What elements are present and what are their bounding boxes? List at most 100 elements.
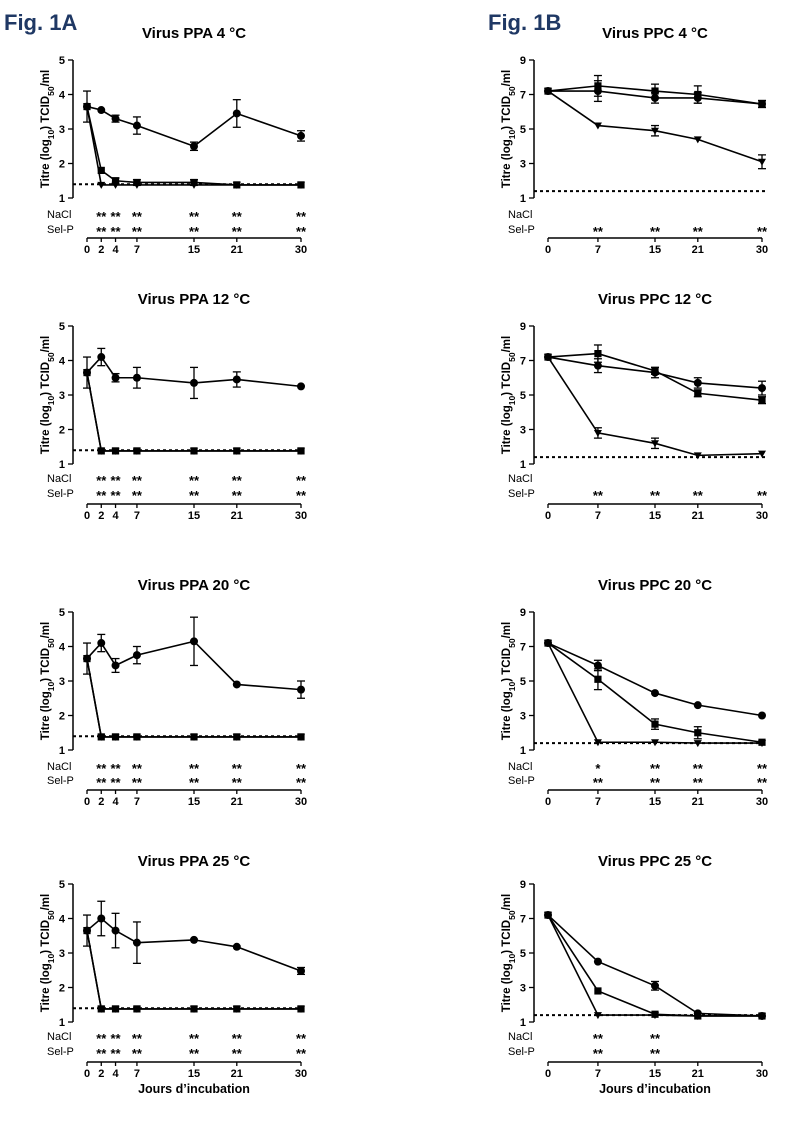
data-point-square	[233, 447, 241, 455]
significance-mark: **	[110, 775, 121, 790]
x-tick-label: 7	[595, 510, 601, 522]
data-point-circle	[297, 382, 305, 391]
x-tick-label: 30	[756, 796, 768, 808]
x-axis-label: Jours d’incubation	[138, 1082, 250, 1096]
data-point-circle	[651, 368, 659, 377]
y-axis-label: Titre (log10) TCID50/ml	[40, 70, 56, 188]
x-tick-label: 30	[295, 244, 307, 256]
y-axis-label-part: 10	[46, 129, 56, 139]
x-tick-label: 7	[134, 510, 140, 522]
series-line	[86, 658, 301, 738]
y-tick-label: 7	[520, 356, 526, 368]
data-point-square	[694, 389, 702, 397]
row-label-selp: Sel-P	[47, 775, 74, 787]
data-point-square	[297, 447, 305, 455]
data-point-circle	[297, 131, 305, 140]
y-axis-label-part: /ml	[40, 70, 52, 87]
y-tick-label: 3	[59, 124, 65, 136]
y-tick-label: 3	[59, 948, 65, 960]
data-point-square	[97, 447, 105, 455]
y-tick-label: 1	[59, 193, 65, 205]
x-tick-label: 4	[112, 1068, 119, 1080]
x-tick-label: 7	[134, 1068, 140, 1080]
series-line	[86, 917, 302, 972]
y-axis-label-part: /ml	[501, 70, 513, 87]
data-point-triangle	[593, 739, 602, 747]
data-point-circle	[97, 639, 106, 648]
significance-mark: **	[189, 488, 200, 503]
significance-mark: **	[110, 761, 121, 776]
x-tick-label: 30	[756, 244, 768, 256]
significance-mark: **	[132, 761, 143, 776]
significance-mark: **	[693, 775, 704, 790]
data-point-square	[758, 738, 766, 746]
chart-title: Virus PPA 12 °C	[138, 291, 251, 308]
y-axis-label-part: ) TCID	[40, 362, 52, 396]
y-axis-label-part: Titre (log	[501, 691, 513, 740]
x-tick-label: 0	[84, 1068, 90, 1080]
significance-mark: **	[189, 473, 200, 488]
y-axis-label-part: 10	[507, 129, 517, 139]
data-point-triangle	[651, 127, 659, 135]
y-axis-label-part: 50	[46, 352, 56, 362]
y-tick-label: 9	[520, 879, 526, 891]
significance-mark: **	[296, 488, 307, 503]
data-point-square	[111, 447, 120, 455]
data-point-circle	[593, 661, 602, 670]
significance-mark: **	[296, 1046, 307, 1061]
data-point-square	[190, 733, 198, 741]
data-point-circle	[758, 99, 766, 108]
data-point-circle	[232, 375, 241, 384]
data-point-circle	[190, 142, 198, 151]
data-point-square	[694, 729, 702, 737]
row-label-selp: Sel-P	[508, 775, 535, 787]
data-point-square	[97, 1005, 105, 1013]
significance-mark: **	[232, 761, 243, 776]
data-point-circle	[132, 121, 141, 130]
y-tick-label: 1	[59, 459, 65, 471]
x-tick-label: 30	[756, 1068, 768, 1080]
y-tick-label: 5	[59, 55, 65, 67]
y-tick-label: 2	[59, 425, 65, 437]
y-axis-label-part: 10	[507, 953, 517, 963]
data-point-circle	[651, 93, 659, 102]
series-line	[547, 914, 762, 1017]
data-point-square	[594, 675, 602, 683]
y-axis-label-part: ) TCID	[40, 920, 52, 954]
data-point-circle	[232, 109, 241, 118]
significance-mark: **	[110, 1031, 121, 1046]
y-axis-label-part: ) TCID	[501, 96, 513, 130]
y-tick-label: 9	[520, 55, 526, 67]
y-tick-label: 9	[520, 607, 526, 619]
y-axis-label: Titre (log10) TCID50/ml	[501, 336, 517, 454]
data-point-triangle	[693, 740, 702, 748]
x-tick-label: 30	[295, 796, 307, 808]
data-point-square	[133, 1005, 141, 1013]
significance-mark: **	[132, 1046, 143, 1061]
y-axis-label-part: /ml	[501, 894, 513, 911]
y-axis-label-part: 50	[507, 910, 517, 920]
series-line	[547, 914, 763, 1017]
significance-mark: **	[650, 1046, 661, 1061]
x-tick-label: 4	[112, 510, 119, 522]
x-tick-label: 0	[84, 244, 90, 256]
significance-mark: **	[110, 473, 121, 488]
y-axis-label-part: 50	[46, 910, 56, 920]
significance-mark: **	[650, 488, 661, 503]
significance-mark: **	[96, 775, 107, 790]
data-point-square	[651, 1010, 659, 1018]
data-point-circle	[544, 353, 552, 362]
data-point-square	[111, 733, 120, 741]
significance-mark: **	[189, 1046, 200, 1061]
x-tick-label: 21	[692, 244, 704, 256]
data-point-square	[190, 178, 198, 187]
y-tick-label: 3	[59, 676, 65, 688]
data-point-square	[651, 720, 659, 728]
data-point-circle	[83, 654, 91, 663]
data-point-square	[133, 178, 141, 187]
y-axis-label-part: /ml	[40, 622, 52, 639]
data-point-square	[97, 166, 105, 174]
